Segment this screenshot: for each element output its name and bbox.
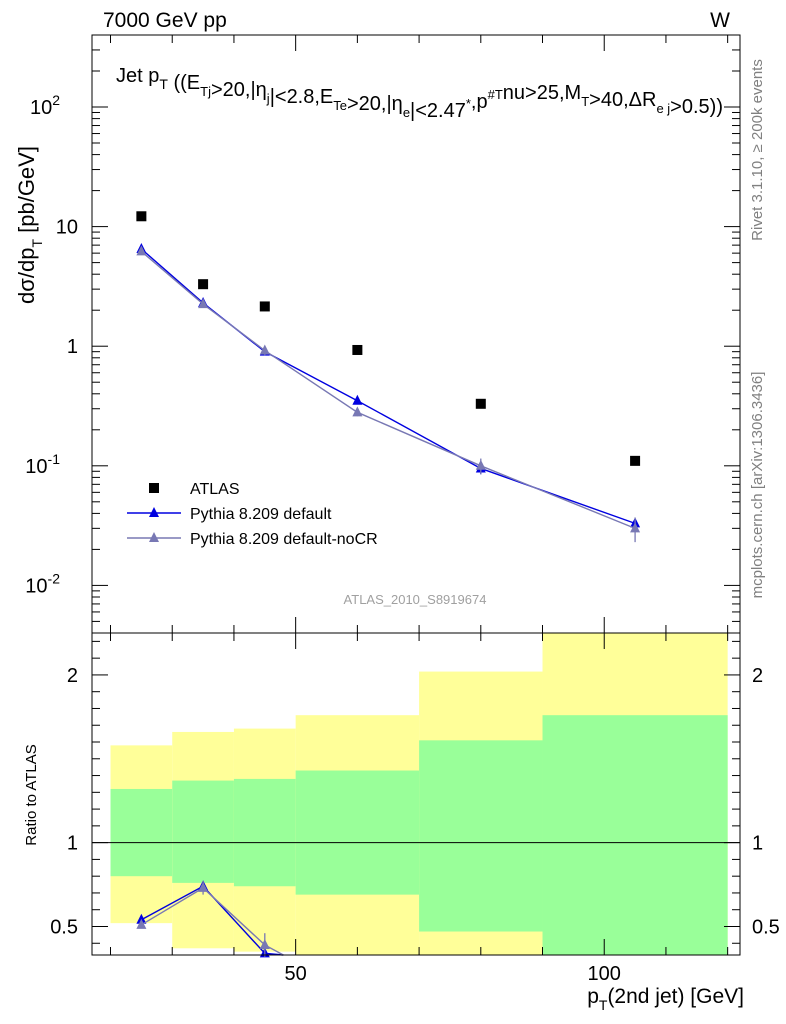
data-point	[630, 455, 641, 466]
data-point	[475, 398, 486, 409]
main-y-axis-label: dσ/dpT [pb/GeV]	[14, 146, 45, 304]
series-line	[140, 248, 636, 525]
title-part: #	[488, 87, 496, 102]
tick-base: 10	[56, 217, 78, 239]
title-part: nu>25,M	[503, 82, 581, 104]
main-y-tick-label: 10-1	[25, 451, 60, 478]
tick-exponent: -1	[48, 451, 61, 467]
tick-base: 10	[25, 575, 47, 597]
tick-exponent: -2	[48, 570, 61, 586]
data-point	[630, 522, 641, 533]
tick-base: 10	[25, 456, 47, 478]
legend-label: Pythia 8.209 default-noCR	[190, 531, 378, 548]
data-point	[475, 459, 486, 470]
uncertainty-band-inner	[542, 715, 728, 955]
title-part: T	[159, 76, 168, 92]
data-point	[352, 394, 363, 405]
data-point	[352, 406, 363, 417]
ratio-y-tick-label: 2	[67, 665, 78, 687]
main-y-tick-label: 1	[67, 336, 78, 358]
uncertainty-band-inner	[110, 788, 173, 877]
tick-base: 10	[30, 97, 52, 119]
ratio-panel-frame	[91, 632, 741, 956]
main-y-tick-label: 10	[56, 217, 78, 239]
ratio-y-tick-label: 0.5	[50, 916, 78, 938]
ratio-y-tick-label-right: 0.5	[752, 916, 780, 938]
data-point	[198, 279, 209, 290]
title-part: Jet p	[116, 65, 159, 87]
main-x-ticks	[110, 35, 729, 633]
title-part: *	[466, 96, 471, 111]
x-tick-label: 100	[588, 963, 621, 985]
data-point	[136, 245, 147, 256]
legend-label: Pythia 8.209 default	[190, 506, 332, 523]
title-part: Tj	[200, 84, 211, 99]
header-left: 7000 GeV pp	[103, 9, 227, 32]
title-part: >0.5))	[670, 96, 723, 118]
data-point	[352, 344, 363, 355]
title-part: Te	[333, 98, 347, 113]
mcplots-label: mcplots.cern.ch [arXiv:1306.3436]	[749, 372, 766, 599]
ratio-line	[141, 887, 284, 956]
x-tick-label: 50	[285, 963, 307, 985]
title-part: e j	[656, 101, 670, 116]
title-part: T	[495, 87, 503, 102]
legend-marker	[149, 532, 159, 542]
tick-exponent: 2	[52, 92, 60, 108]
title-part: |<2.47	[410, 100, 466, 122]
ratio-y-tick-label: 1	[67, 833, 78, 855]
title-part: T	[581, 94, 589, 109]
ratio-y-axis-label: Ratio to ATLAS	[23, 744, 40, 845]
title-part: e	[403, 105, 410, 120]
ratio-x-ticks: 50 100	[110, 633, 729, 985]
title-part: ((E	[168, 72, 200, 94]
tick-base: 1	[67, 336, 78, 358]
ratio-point	[259, 938, 270, 949]
main-plot-area	[136, 211, 641, 543]
title-part: j	[266, 91, 270, 106]
ratio-series-1	[136, 881, 284, 957]
data-point	[259, 344, 270, 355]
series-0	[136, 211, 641, 466]
main-y-tick-label: 102	[30, 92, 60, 119]
series-line	[140, 250, 636, 529]
ratio-panel: 0.5 0.5 1 1 2 2 50 100	[50, 632, 780, 985]
ratio-line	[141, 885, 284, 956]
main-y-tick-label: 10-2	[25, 570, 60, 597]
ratio-point	[136, 913, 147, 924]
data-point	[259, 301, 270, 312]
ratio-y-ticks: 0.5 0.5 1 1 2 2	[50, 640, 780, 944]
uncertainty-band-inner	[419, 740, 543, 932]
uncertainty-band-inner	[172, 780, 234, 883]
ratio-plot-area	[92, 633, 740, 958]
ratio-y-tick-label-right: 2	[752, 665, 763, 687]
ratio-point	[198, 881, 209, 892]
title-part: ,p	[471, 91, 488, 113]
watermark: ATLAS_2010_S8919674	[344, 592, 487, 607]
ratio-point	[136, 918, 147, 929]
x-axis-label: pT(2nd jet) [GeV]	[587, 985, 744, 1013]
plot-title: Jet pT ((ETj>20,|ηj|<2.8,ETe>20,|ηe|<2.4…	[116, 65, 723, 122]
rivet-label: Rivet 3.1.10, ≥ 200k events	[749, 59, 766, 241]
title-part: >20,|η	[211, 79, 267, 101]
ratio-y-tick-label-right: 1	[752, 833, 763, 855]
title-part: >40,ΔR	[589, 89, 656, 111]
uncertainty-band-inner	[233, 778, 296, 887]
uncertainty-band-inner	[295, 770, 420, 895]
legend: ATLAS Pythia 8.209 default Pythia 8.209 de…	[127, 481, 378, 548]
title-part: |<2.8,E	[270, 86, 334, 108]
data-point	[198, 298, 209, 309]
data-point	[136, 211, 147, 222]
header-right: W	[710, 9, 730, 32]
legend-marker	[149, 507, 159, 517]
legend-marker	[149, 483, 159, 493]
series-2	[136, 245, 641, 543]
title-part: >20,|η	[347, 93, 403, 115]
legend-label: ATLAS	[190, 481, 240, 498]
